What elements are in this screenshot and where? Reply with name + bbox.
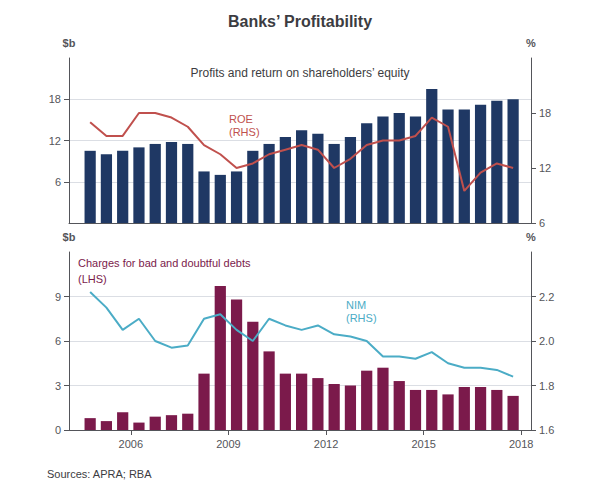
svg-text:2012: 2012 xyxy=(314,438,338,450)
svg-text:2015: 2015 xyxy=(411,438,435,450)
svg-text:Banks’ Profitability: Banks’ Profitability xyxy=(228,13,372,30)
svg-text:$b: $b xyxy=(63,37,76,49)
svg-text:6: 6 xyxy=(539,217,545,229)
svg-text:ROE: ROE xyxy=(229,113,253,125)
svg-text:18: 18 xyxy=(49,93,61,105)
svg-text:NIM: NIM xyxy=(346,299,366,311)
svg-text:2009: 2009 xyxy=(216,438,240,450)
svg-text:6: 6 xyxy=(55,335,61,347)
svg-text:12: 12 xyxy=(49,135,61,147)
svg-text:3: 3 xyxy=(55,380,61,392)
svg-text:6: 6 xyxy=(55,176,61,188)
svg-text:1.6: 1.6 xyxy=(539,424,554,436)
svg-text:2.2: 2.2 xyxy=(539,291,554,303)
svg-text:18: 18 xyxy=(539,107,551,119)
svg-text:(RHS): (RHS) xyxy=(229,126,260,138)
svg-text:(LHS): (LHS) xyxy=(78,273,107,285)
svg-text:Sources: APRA; RBA: Sources: APRA; RBA xyxy=(47,468,152,480)
svg-text:2018: 2018 xyxy=(509,438,533,450)
svg-text:12: 12 xyxy=(539,162,551,174)
svg-text:$b: $b xyxy=(63,231,76,243)
svg-text:Profits and return on sharehol: Profits and return on shareholders’ equi… xyxy=(190,66,409,80)
svg-text:%: % xyxy=(526,231,536,243)
svg-text:2006: 2006 xyxy=(119,438,143,450)
svg-text:1.8: 1.8 xyxy=(539,380,554,392)
svg-text:9: 9 xyxy=(55,291,61,303)
svg-text:0: 0 xyxy=(55,424,61,436)
svg-text:%: % xyxy=(526,37,536,49)
svg-text:2.0: 2.0 xyxy=(539,335,554,347)
svg-text:(RHS): (RHS) xyxy=(346,312,377,324)
svg-text:Charges for bad and doubtful d: Charges for bad and doubtful debts xyxy=(78,257,251,269)
